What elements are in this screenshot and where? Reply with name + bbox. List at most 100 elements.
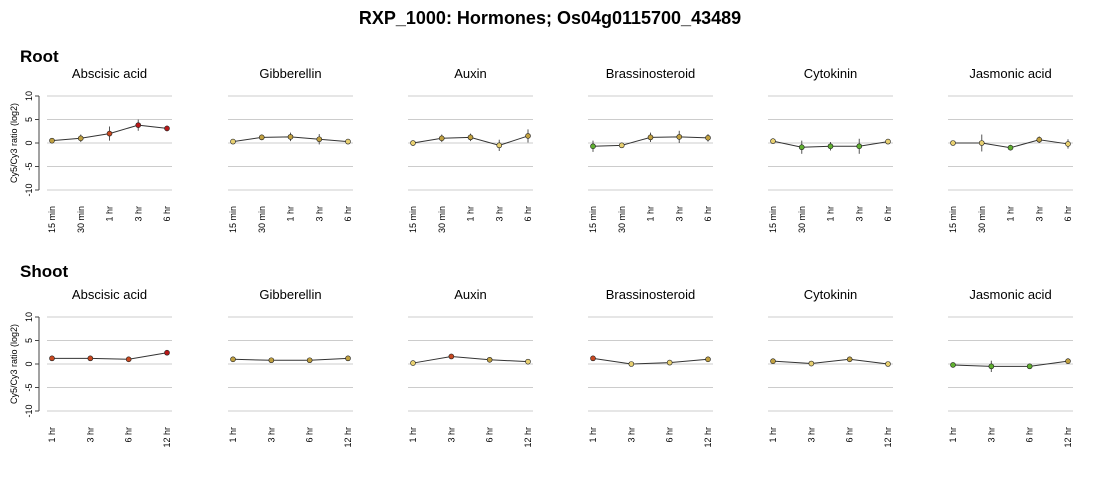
root-abscisic-acid-y-tick-label-3: -5 [24, 162, 34, 170]
root-auxin-x-tick-label-0: 15 min [408, 206, 418, 233]
root-gibberellin-point-4 [345, 138, 351, 145]
root-gibberellin-point-0 [230, 138, 236, 145]
root-jasmonic-acid-point-0 [950, 140, 956, 146]
shoot-auxin-x-tick-label-0: 1 hr [408, 427, 418, 443]
root-auxin-title: Auxin [454, 66, 487, 81]
root-gibberellin-point-2 [287, 134, 294, 140]
shoot-abscisic-acid-x-tick-label-1: 3 hr [85, 427, 95, 443]
root-brassinosteroid-point-3 [676, 134, 683, 140]
shoot-cytokinin-point-2 [846, 356, 853, 363]
shoot-brassinosteroid-x-tick-label-3: 12 hr [703, 427, 713, 448]
root-auxin-x-tick-label-4: 6 hr [523, 206, 533, 222]
root-auxin-x-tick-label-2: 1 hr [466, 206, 476, 222]
root-abscisic-acid-x-tick-label-1: 30 min [76, 206, 86, 233]
root-gibberellin-x-tick-label-1: 30 min [257, 206, 267, 233]
root-auxin-x-tick-label-1: 30 min [437, 206, 447, 233]
shoot-auxin-point-1 [448, 353, 455, 360]
shoot-gibberellin-x-tick-label-3: 12 hr [343, 427, 353, 448]
root-cytokinin-x-tick-label-4: 6 hr [883, 206, 893, 222]
root-abscisic-acid-x-tick-label-3: 3 hr [133, 206, 143, 222]
shoot-abscisic-acid-y-tick-label-4: -10 [24, 404, 34, 417]
shoot-abscisic-acid-point-0 [49, 355, 55, 362]
shoot-jasmonic-acid-x-tick-label-1: 3 hr [986, 427, 996, 443]
root-jasmonic-acid-x-tick-label-0: 15 min [948, 206, 958, 233]
shoot-abscisic-acid-x-tick-label-0: 1 hr [47, 427, 57, 443]
shoot-brassinosteroid-x-tick-label-1: 3 hr [626, 427, 636, 443]
root-auxin-point-1 [438, 135, 445, 142]
root-brassinosteroid-x-tick-label-3: 3 hr [674, 206, 684, 222]
section-title-shoot: Shoot [20, 262, 69, 281]
root-jasmonic-acid-point-2 [1007, 144, 1014, 151]
shoot-auxin-x-tick-label-3: 12 hr [523, 427, 533, 448]
root-abscisic-acid-point-2 [106, 130, 113, 137]
shoot-cytokinin-x-tick-label-2: 6 hr [845, 427, 855, 443]
shoot-jasmonic-acid-point-1 [988, 363, 995, 370]
root-brassinosteroid-point-0 [590, 143, 596, 150]
root-cytokinin-point-3 [856, 143, 863, 150]
shoot-gibberellin-x-tick-label-0: 1 hr [228, 427, 238, 443]
shoot-auxin-x-tick-label-2: 6 hr [485, 427, 495, 443]
root-cytokinin-title: Cytokinin [804, 66, 857, 81]
root-abscisic-acid-y-tick-label-1: 5 [24, 117, 34, 122]
shoot-brassinosteroid-point-0 [590, 355, 596, 362]
root-cytokinin-point-0 [770, 138, 776, 144]
shoot-abscisic-acid-y-tick-label-3: -5 [24, 383, 34, 391]
shoot-gibberellin-point-3 [345, 355, 351, 362]
shoot-auxin-point-0 [410, 360, 416, 366]
root-abscisic-acid-point-4 [164, 125, 170, 132]
shoot-brassinosteroid-series-line [592, 357, 709, 365]
shoot-cytokinin-point-0 [770, 358, 776, 364]
shoot-auxin-title: Auxin [454, 287, 487, 302]
root-gibberellin-title: Gibberellin [259, 66, 321, 81]
shoot-abscisic-acid-point-2 [125, 356, 132, 363]
root-brassinosteroid-title: Brassinosteroid [606, 66, 696, 81]
root-cytokinin-x-tick-label-3: 3 hr [854, 206, 864, 222]
shoot-abscisic-acid-point-1 [87, 355, 94, 362]
root-auxin-point-2 [467, 134, 474, 141]
shoot-gibberellin-point-0 [230, 356, 236, 363]
root-abscisic-acid-y-tick-label-2: 0 [24, 140, 34, 145]
root-abscisic-acid-x-tick-label-2: 1 hr [105, 206, 115, 222]
root-brassinosteroid-point-2 [647, 134, 654, 141]
root-gibberellin-x-tick-label-2: 1 hr [286, 206, 296, 222]
root-jasmonic-acid-x-tick-label-4: 6 hr [1063, 206, 1073, 222]
shoot-abscisic-acid-title: Abscisic acid [72, 287, 147, 302]
root-brassinosteroid-x-tick-label-2: 1 hr [646, 206, 656, 222]
root-brassinosteroid-point-4 [705, 135, 711, 141]
root-abscisic-acid-y-tick-label-4: -10 [24, 183, 34, 196]
root-brassinosteroid-point-1 [618, 142, 625, 149]
shoot-cytokinin-x-tick-label-0: 1 hr [768, 427, 778, 443]
shoot-brassinosteroid-title: Brassinosteroid [606, 287, 696, 302]
root-abscisic-acid-point-1 [77, 135, 84, 142]
shoot-cytokinin-x-tick-label-1: 3 hr [806, 427, 816, 443]
shoot-cytokinin-point-1 [808, 360, 815, 367]
root-abscisic-acid-title: Abscisic acid [72, 66, 147, 81]
shoot-gibberellin-series-line [232, 357, 349, 361]
root-gibberellin-x-tick-label-4: 6 hr [343, 206, 353, 222]
root-brassinosteroid-x-tick-label-1: 30 min [617, 206, 627, 233]
root-gibberellin-x-tick-label-3: 3 hr [314, 206, 324, 222]
shoot-jasmonic-acid-x-tick-label-2: 6 hr [1025, 427, 1035, 443]
shoot-brassinosteroid-point-3 [705, 356, 711, 363]
root-cytokinin-x-tick-label-2: 1 hr [826, 206, 836, 222]
shoot-abscisic-acid-y-tick-label-0: 10 [24, 312, 34, 322]
shoot-gibberellin-x-tick-label-1: 3 hr [266, 427, 276, 443]
root-cytokinin-point-1 [798, 144, 805, 151]
root-cytokinin-point-4 [885, 138, 891, 145]
root-auxin-point-0 [410, 140, 416, 146]
root-cytokinin-x-tick-label-1: 30 min [797, 206, 807, 233]
section-title-root: Root [20, 47, 59, 66]
root-cytokinin-point-2 [827, 143, 834, 150]
shoot-gibberellin-title: Gibberellin [259, 287, 321, 302]
shoot-auxin-x-tick-label-1: 3 hr [446, 427, 456, 443]
shoot-jasmonic-acid-title: Jasmonic acid [969, 287, 1051, 302]
shoot-abscisic-acid-y-tick-label-2: 0 [24, 361, 34, 366]
shoot-abscisic-acid-y-axis-label: Cy5/Cy3 ratio (log2) [9, 324, 19, 404]
root-brassinosteroid-x-tick-label-0: 15 min [588, 206, 598, 233]
root-jasmonic-acid-x-tick-label-3: 3 hr [1034, 206, 1044, 222]
root-auxin-point-4 [525, 133, 531, 139]
root-jasmonic-acid-x-tick-label-1: 30 min [977, 206, 987, 233]
chart-main-title: RXP_1000: Hormones; Os04g0115700_43489 [358, 8, 742, 28]
root-abscisic-acid-point-3 [135, 122, 142, 128]
